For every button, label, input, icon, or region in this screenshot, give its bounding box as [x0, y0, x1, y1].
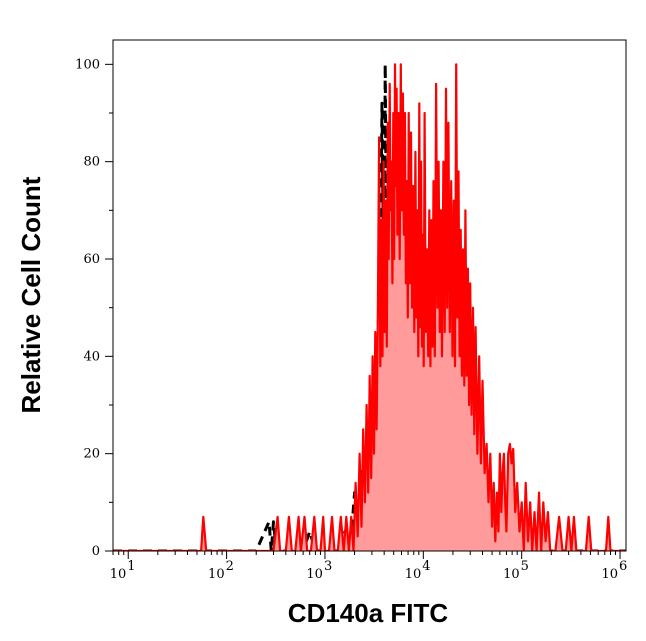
x-tick-label-exponent: 4 — [422, 559, 430, 574]
plot-frame — [112, 39, 627, 552]
y-axis-title: Relative Cell Count — [16, 176, 46, 413]
x-tick-label-base: 10 — [208, 567, 225, 582]
y-tick-label: 100 — [75, 57, 100, 72]
x-tick-label-base: 10 — [306, 567, 323, 582]
x-tick-label-exponent: 1 — [127, 559, 135, 574]
x-tick-label-base: 10 — [110, 567, 127, 582]
x-tick-label-exponent: 5 — [521, 559, 529, 574]
y-tick-label: 40 — [83, 349, 100, 364]
y-tick-label: 80 — [83, 155, 100, 170]
series-filled-outline — [113, 63, 626, 551]
y-tick-label: 20 — [83, 447, 100, 462]
x-tick-label-exponent: 6 — [619, 559, 627, 574]
series-filled-area — [113, 64, 626, 551]
x-tick-label-base: 10 — [503, 567, 520, 582]
x-tick-label-base: 10 — [405, 567, 422, 582]
x-axis-title: CD140a FITC — [288, 598, 449, 628]
y-tick-label: 0 — [92, 544, 100, 559]
y-tick-label: 60 — [83, 252, 100, 267]
y-axis: 0 20 40 60 80 100 — [75, 57, 113, 559]
plot-area — [113, 62, 626, 551]
x-tick-label-base: 10 — [601, 567, 618, 582]
x-tick-label-exponent: 3 — [324, 559, 332, 574]
x-tick-label-exponent: 2 — [226, 559, 234, 574]
